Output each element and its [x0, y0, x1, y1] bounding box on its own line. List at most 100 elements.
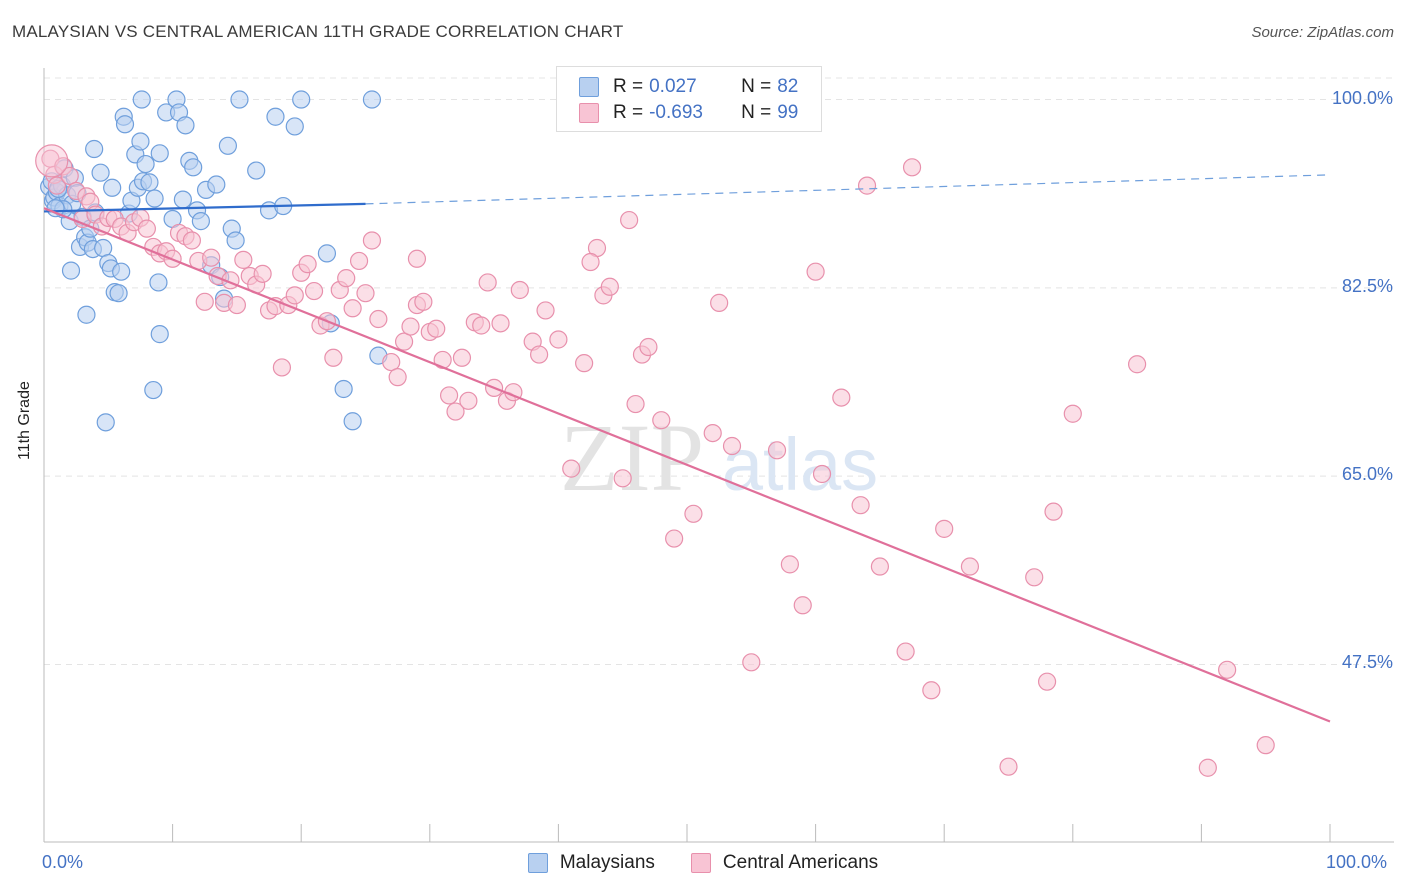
watermark-zip: ZIP [560, 404, 704, 511]
malaysian-point [131, 132, 150, 151]
malaysian-point [115, 115, 135, 134]
central-american-point [253, 264, 272, 283]
central-american-point [459, 391, 478, 410]
central-american-point [414, 292, 433, 311]
legend-n-label: N = [741, 76, 772, 97]
malaysian-point [77, 305, 96, 324]
central-american-point [530, 345, 549, 364]
malaysian-point [61, 261, 81, 280]
central-american-point [1025, 568, 1044, 587]
malaysian-point [247, 161, 266, 180]
central-american-point [491, 314, 510, 333]
central-american-point [742, 653, 761, 672]
bottom-legend: Malaysians Central Americans [0, 852, 1406, 874]
central-american-point [896, 642, 915, 661]
central-american-point [234, 250, 253, 269]
central-american-point [793, 596, 812, 615]
y-tick-label: 82.5% [1341, 275, 1393, 296]
central-american-trend-line [43, 207, 1331, 723]
central-american-point [575, 354, 594, 373]
legend-r-value: -0.693 [649, 102, 703, 123]
malaysian-point [94, 238, 113, 258]
x-tick-label-max: 100.0% [1326, 852, 1388, 872]
central-american-point [388, 368, 407, 387]
legend-r-value: 0.027 [649, 76, 697, 97]
bottom-legend-label-central-americans: Central Americans [722, 852, 879, 873]
central-american-point [620, 210, 639, 230]
central-american-points [35, 144, 1275, 777]
axes [43, 68, 1394, 843]
central-american-point [285, 286, 304, 305]
malaysian-point [103, 178, 122, 197]
central-american-point [600, 277, 619, 296]
central-american-point [562, 459, 581, 478]
central-american-point [337, 269, 356, 288]
legend-n-label: N = [741, 102, 772, 123]
central-american-point [478, 273, 497, 292]
malaysian-point [191, 212, 210, 231]
bottom-legend-central-americans: Central Americans [690, 852, 879, 874]
central-american-point [446, 402, 465, 421]
central-american-point [935, 519, 954, 538]
central-american-point [510, 280, 529, 300]
central-american-point [137, 219, 156, 238]
central-american-point [722, 436, 742, 456]
malaysian-trend-line [43, 202, 366, 213]
central-american-point [1198, 758, 1217, 777]
central-american-point [870, 557, 890, 576]
central-american-point [324, 348, 343, 367]
malaysian-point [85, 139, 104, 159]
central-american-point [851, 496, 870, 515]
watermark-atlas: atlas [722, 423, 878, 506]
central-american-point [349, 251, 369, 271]
malaysian-point [140, 173, 159, 192]
central-american-point [549, 330, 568, 349]
malaysian-point [46, 199, 65, 218]
central-american-point [369, 309, 388, 329]
central-american-point [401, 317, 420, 336]
legend-n-value: 82 [777, 76, 799, 97]
central-american-point [272, 358, 292, 377]
central-american-point [1218, 660, 1237, 679]
malaysian-point [292, 90, 311, 109]
central-american-point [1044, 502, 1063, 521]
malaysian-point [266, 107, 285, 126]
malaysian-point [132, 90, 151, 109]
malaysian-point [362, 90, 382, 109]
malaysian-point [218, 136, 237, 155]
central-american-point [356, 284, 375, 303]
central-american-point [922, 681, 941, 700]
central-american-point [960, 557, 980, 576]
central-american-point [832, 388, 851, 407]
central-american-point [298, 255, 317, 274]
malaysian-point [150, 325, 169, 344]
central-american-point [857, 176, 877, 195]
central-american-point [427, 319, 446, 338]
legend-r-label: R = [613, 102, 644, 123]
central-american-point [35, 144, 69, 178]
central-american-point [536, 301, 555, 320]
malaysian-point [207, 175, 226, 194]
malaysian-point [112, 262, 131, 281]
central-american-point [452, 348, 472, 367]
legend-row-malaysians: R = 0.027 N = 82 [579, 75, 798, 99]
y-tick-label: 65.0% [1341, 464, 1393, 485]
central-american-point [812, 464, 832, 484]
malaysian-point [150, 144, 169, 163]
central-american-point [227, 295, 246, 315]
central-american-point [1037, 672, 1057, 691]
correlation-legend: R = 0.027 N = 82 R = -0.693 N = 99 [556, 66, 822, 132]
bottom-legend-malaysians: Malaysians [527, 852, 655, 874]
central-american-point [665, 529, 684, 548]
central-american-point [472, 316, 491, 335]
malaysian-point [144, 380, 163, 400]
central-american-point [902, 158, 922, 177]
trend-lines [43, 174, 1331, 723]
malaysian-trend-extension [365, 174, 1331, 205]
central-american-point [710, 293, 729, 312]
legend-swatch-malaysians [579, 77, 599, 97]
central-american-point [626, 394, 645, 414]
central-american-point [1127, 355, 1147, 374]
central-american-point [60, 166, 79, 186]
